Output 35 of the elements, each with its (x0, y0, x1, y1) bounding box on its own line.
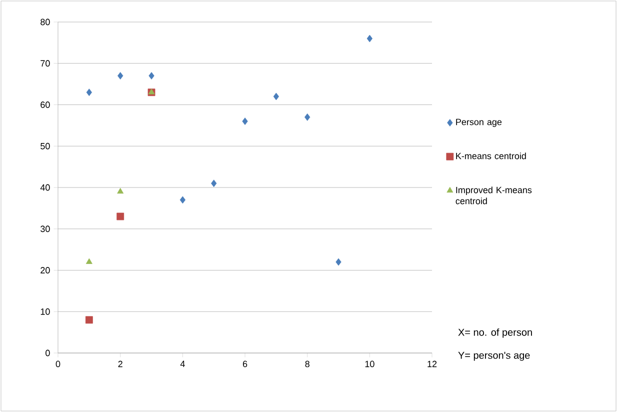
text: Y= person's age (458, 352, 530, 361)
x-tick-label: 12 (428, 360, 437, 368)
legend-label: K-means centroid (456, 152, 526, 160)
point (304, 113, 310, 121)
point (116, 212, 124, 220)
point (180, 196, 186, 204)
point (86, 88, 92, 96)
legend-label: Improved K-means centroid (456, 186, 532, 204)
x-tick-label: 2 (118, 360, 122, 368)
point (148, 72, 154, 80)
point (118, 72, 124, 80)
point (273, 92, 279, 100)
x-tick-label: 10 (365, 360, 374, 368)
point (336, 258, 342, 266)
y-tick-label: 0 (46, 350, 50, 356)
y-tick-label: 40 (40, 184, 50, 191)
text: X= no. of person (458, 328, 532, 338)
point (86, 258, 92, 264)
point (117, 188, 124, 194)
y-tick-label: 70 (40, 60, 50, 67)
x-tick-label: 0 (56, 360, 60, 368)
y-tick-label: 80 (40, 18, 50, 26)
legend-label: Person age (456, 118, 502, 127)
y-tick-label: 10 (40, 308, 50, 315)
x-tick-label: 4 (180, 360, 185, 367)
y-tick-label: 50 (40, 142, 50, 150)
y-tick-label: 60 (40, 102, 50, 108)
point (211, 180, 217, 188)
x-tick-label: 6 (242, 360, 248, 368)
point (242, 118, 248, 125)
y-tick-label: 20 (40, 267, 50, 274)
point (366, 34, 372, 42)
y-tick-label: 30 (40, 226, 50, 232)
point (85, 316, 93, 324)
x-tick-label: 8 (305, 360, 310, 368)
